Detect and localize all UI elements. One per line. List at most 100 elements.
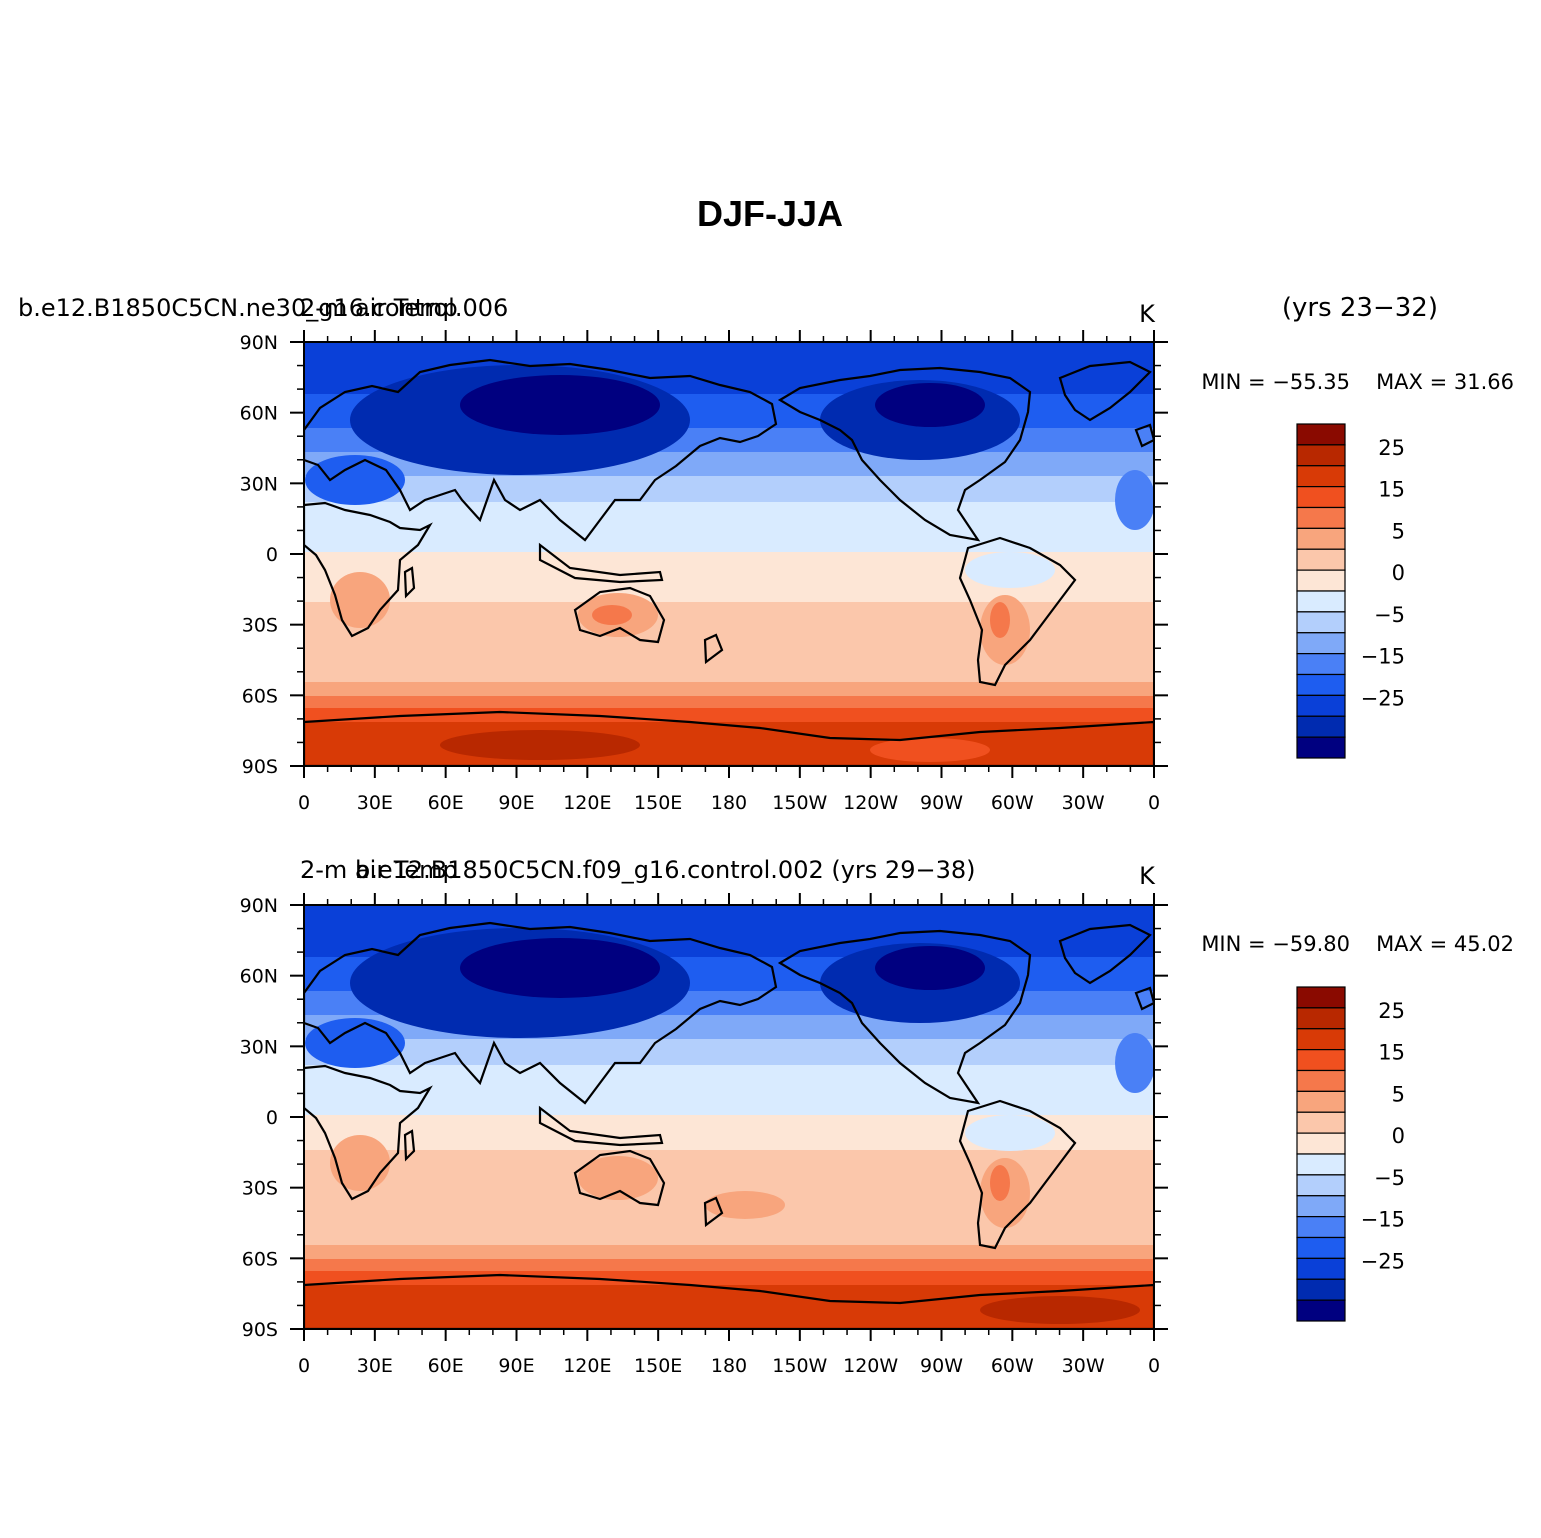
x-tick-label: 150W xyxy=(772,792,827,814)
x-tick-label: 120W xyxy=(843,792,898,814)
x-tick-label: 0 xyxy=(1148,1355,1160,1377)
colorbar-swatch xyxy=(1296,465,1346,488)
colorbar-label: −25 xyxy=(1361,1249,1405,1273)
x-tick-label: 150W xyxy=(772,1355,827,1377)
colorbar-label: 0 xyxy=(1392,561,1405,585)
panel-top-contour-field xyxy=(304,342,1154,766)
x-tick-label: 30E xyxy=(357,1355,393,1377)
colorbar-label: −25 xyxy=(1361,686,1405,710)
x-tick-label: 90W xyxy=(920,792,963,814)
colorbar-swatch xyxy=(1296,611,1346,634)
colorbar-swatch xyxy=(1296,986,1346,1009)
colorbar-swatch xyxy=(1296,1007,1346,1030)
y-tick-label: 0 xyxy=(266,1107,278,1129)
panel-bottom-max-label: MAX = 45.02 xyxy=(1376,932,1514,956)
colorbar-label: 15 xyxy=(1378,478,1405,502)
x-tick-label: 120E xyxy=(563,1355,611,1377)
colorbar-swatch xyxy=(1296,1049,1346,1072)
colorbar-swatch xyxy=(1296,1090,1346,1113)
colorbar-swatch xyxy=(1296,548,1346,571)
y-tick-label: 30S xyxy=(242,1178,278,1200)
x-tick-label: 30E xyxy=(357,792,393,814)
x-tick-label: 60W xyxy=(991,1355,1034,1377)
panel-top-colorbar: 25 15 5 0 −5 −15 −25 xyxy=(1296,423,1405,759)
colorbar-swatch xyxy=(1296,673,1346,696)
colorbar-label: 5 xyxy=(1392,519,1405,543)
x-tick-label: 150E xyxy=(634,792,682,814)
colorbar-swatch xyxy=(1296,1132,1346,1155)
colorbar-label: −5 xyxy=(1374,1166,1405,1190)
colorbar-label: −5 xyxy=(1374,603,1405,627)
colorbar-swatch xyxy=(1296,1028,1346,1051)
panel-top-years: (yrs 23−32) xyxy=(1282,293,1438,323)
y-tick-label: 90S xyxy=(242,756,278,778)
y-tick-label: 60S xyxy=(242,685,278,707)
y-tick-label: 60N xyxy=(240,966,278,988)
colorbar-swatch xyxy=(1296,1153,1346,1176)
panel-bottom-variable-title: 2-m air Temp xyxy=(300,856,458,884)
colorbar-swatch xyxy=(1296,1257,1346,1280)
colorbar-label: 25 xyxy=(1378,999,1405,1023)
x-tick-label: 120W xyxy=(843,1355,898,1377)
colorbar-label: −15 xyxy=(1361,1208,1405,1232)
colorbar-swatch xyxy=(1296,1216,1346,1239)
y-tick-label: 60N xyxy=(240,403,278,425)
x-tick-label: 90E xyxy=(498,1355,534,1377)
colorbar-swatch xyxy=(1296,506,1346,529)
colorbar-swatch xyxy=(1296,736,1346,759)
x-tick-label: 30W xyxy=(1062,792,1105,814)
colorbar-swatch xyxy=(1296,527,1346,550)
panel-bottom-min-label: MIN = −59.80 xyxy=(1201,932,1350,956)
colorbar-label: 25 xyxy=(1378,436,1405,460)
map-panel-bottom: 2-m air Temp b.e12.B1850C5CN.f09_g16.con… xyxy=(240,856,1514,1377)
panel-top-max-label: MAX = 31.66 xyxy=(1376,370,1514,394)
colorbar-swatch xyxy=(1296,1195,1346,1218)
colorbar-swatch xyxy=(1296,1174,1346,1197)
y-tick-label: 30S xyxy=(242,615,278,637)
colorbar-swatch xyxy=(1296,423,1346,446)
colorbar-swatch xyxy=(1296,632,1346,655)
colorbar-swatch xyxy=(1296,444,1346,467)
x-tick-label: 30W xyxy=(1062,1355,1105,1377)
colorbar-swatch xyxy=(1296,1299,1346,1322)
colorbar-label: 5 xyxy=(1392,1082,1405,1106)
x-tick-label: 150E xyxy=(634,1355,682,1377)
panel-bottom-contour-field xyxy=(304,905,1154,1329)
y-tick-label: 90S xyxy=(242,1319,278,1341)
map-panel-top: b.e12.B1850C5CN.ne30_g16.control.006 2-m… xyxy=(18,293,1514,814)
y-tick-label: 30N xyxy=(240,473,278,495)
x-tick-label: 60E xyxy=(428,1355,464,1377)
figure-title: DJF-JJA xyxy=(697,193,843,234)
colorbar-swatch xyxy=(1296,715,1346,738)
colorbar-swatch xyxy=(1296,569,1346,592)
panel-bottom-colorbar: 25 15 5 0 −5 −15 −25 xyxy=(1296,986,1405,1322)
y-tick-label: 0 xyxy=(266,544,278,566)
x-tick-label: 180 xyxy=(711,1355,747,1377)
colorbar-swatch xyxy=(1296,590,1346,613)
colorbar-swatch xyxy=(1296,1236,1346,1259)
panel-top-axes: 0 30E 60E 90E 120E 150E 180 150W 120W 90W 60W 30W 09… xyxy=(240,330,1168,814)
colorbar-swatch xyxy=(1296,1111,1346,1134)
panel-bottom-case-title: b.e12.B1850C5CN.f09_g16.control.002 (yrs… xyxy=(355,856,975,884)
colorbar-swatch xyxy=(1296,1069,1346,1092)
y-tick-label: 90N xyxy=(240,332,278,354)
panel-top-variable-title: 2-m air Temp xyxy=(300,294,458,322)
panel-bottom-axes: 0 30E 60E 90E 120E 150E 180 150W 120W 90W 60W 30W 09… xyxy=(240,893,1168,1377)
panel-top-units: K xyxy=(1139,300,1156,328)
x-tick-label: 90W xyxy=(920,1355,963,1377)
x-tick-label: 90E xyxy=(498,792,534,814)
y-tick-label: 90N xyxy=(240,895,278,917)
x-tick-label: 60E xyxy=(428,792,464,814)
x-tick-label: 0 xyxy=(298,792,310,814)
colorbar-swatch xyxy=(1296,1278,1346,1301)
x-tick-label: 0 xyxy=(298,1355,310,1377)
colorbar-swatch xyxy=(1296,653,1346,676)
panel-top-min-label: MIN = −55.35 xyxy=(1201,370,1350,394)
colorbar-swatch xyxy=(1296,694,1346,717)
panel-bottom-units: K xyxy=(1139,862,1156,890)
x-tick-label: 120E xyxy=(563,792,611,814)
colorbar-label: 15 xyxy=(1378,1041,1405,1065)
panel-top-case-title: b.e12.B1850C5CN.ne30_g16.control.006 xyxy=(18,294,508,322)
colorbar-label: −15 xyxy=(1361,645,1405,669)
